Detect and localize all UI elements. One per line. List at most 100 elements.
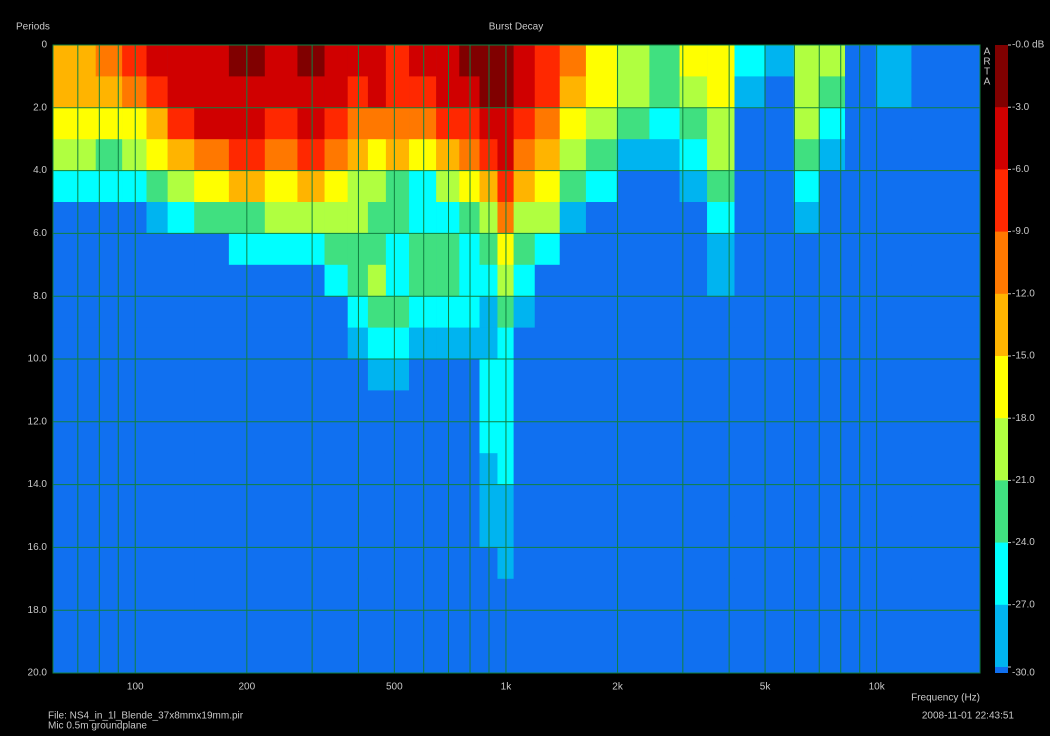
heat-cell xyxy=(617,76,650,108)
colorbar-label: -0.0 dB xyxy=(1012,40,1045,51)
colorbar-band xyxy=(995,232,1008,295)
heat-cell xyxy=(560,139,586,171)
heat-cell xyxy=(146,202,167,234)
heat-cell xyxy=(911,296,980,328)
heat-cell xyxy=(586,453,617,485)
y-tick-label: 14.0 xyxy=(28,479,48,490)
heat-cell xyxy=(194,265,229,297)
y-tick-label: 20.0 xyxy=(28,668,48,679)
heat-cell xyxy=(386,516,409,548)
heat-cell xyxy=(586,139,617,171)
heat-cell xyxy=(325,547,348,579)
heat-cell xyxy=(386,359,409,391)
heat-cell xyxy=(819,45,845,77)
heat-cell xyxy=(368,547,386,579)
heat-cell xyxy=(680,76,708,108)
heat-cell xyxy=(409,453,436,485)
heat-cell xyxy=(386,139,409,171)
heat-cell xyxy=(876,422,912,454)
heat-cell xyxy=(911,202,980,234)
heat-cell xyxy=(586,171,617,203)
heat-cell xyxy=(794,359,819,391)
heat-cell xyxy=(325,453,348,485)
heat-cell xyxy=(794,422,819,454)
heat-cell xyxy=(819,265,845,297)
heat-cell xyxy=(265,202,298,234)
heat-cell xyxy=(436,547,459,579)
heat-cell xyxy=(325,233,348,265)
heat-cell xyxy=(535,265,560,297)
heat-cell xyxy=(794,108,819,140)
heat-cell xyxy=(514,171,535,203)
heat-cell xyxy=(876,233,912,265)
heat-cell xyxy=(560,579,586,611)
heat-cell xyxy=(734,139,764,171)
heat-cell xyxy=(297,202,324,234)
heat-cell xyxy=(649,171,679,203)
heat-cell xyxy=(764,265,794,297)
heat-cell xyxy=(734,233,764,265)
heat-cell xyxy=(535,45,560,77)
heat-cell xyxy=(764,547,794,579)
heat-cell xyxy=(734,76,764,108)
heat-cell xyxy=(560,108,586,140)
heat-cell xyxy=(386,202,409,234)
heat-cell xyxy=(122,328,147,360)
heat-cell xyxy=(617,202,650,234)
heat-cell xyxy=(436,328,459,360)
y-tick-label: 16.0 xyxy=(28,542,48,553)
heat-cell xyxy=(70,296,96,328)
heat-cell xyxy=(53,171,71,203)
heat-cell xyxy=(70,76,96,108)
heat-cell xyxy=(409,579,436,611)
heat-cell xyxy=(707,233,735,265)
heat-cell xyxy=(586,359,617,391)
y-tick-label: 8.0 xyxy=(33,291,47,302)
heat-cell xyxy=(53,579,71,611)
heat-cell xyxy=(325,328,348,360)
colorbar-floor xyxy=(995,667,1008,673)
heat-cell xyxy=(680,171,708,203)
heat-cell xyxy=(819,485,845,517)
heat-cell xyxy=(586,516,617,548)
heat-cell xyxy=(386,108,409,140)
heat-cell xyxy=(734,265,764,297)
heat-cell xyxy=(876,547,912,579)
heat-cell xyxy=(168,76,195,108)
heat-cell xyxy=(386,45,409,77)
heat-cell xyxy=(535,453,560,485)
heat-cell xyxy=(265,265,298,297)
heat-cell xyxy=(586,390,617,422)
heat-cell xyxy=(436,108,459,140)
heat-cell xyxy=(386,422,409,454)
heat-cell xyxy=(70,485,96,517)
heat-cell xyxy=(764,453,794,485)
heat-cell xyxy=(680,359,708,391)
heat-cell xyxy=(265,296,298,328)
heat-cell xyxy=(53,45,71,77)
heat-cell xyxy=(707,422,735,454)
heat-cell xyxy=(535,485,560,517)
heat-cell xyxy=(560,547,586,579)
footer-mic: Mic 0.5m groundplane xyxy=(48,721,147,731)
heat-cell xyxy=(586,296,617,328)
heat-cell xyxy=(794,485,819,517)
heat-cell xyxy=(560,516,586,548)
heat-cell xyxy=(194,108,229,140)
chart-title: Burst Decay xyxy=(489,22,543,33)
colorbar-label: -15.0 xyxy=(1012,351,1035,362)
heat-cell xyxy=(911,108,980,140)
heat-cell xyxy=(368,139,386,171)
heat-cell xyxy=(297,485,324,517)
heat-cell xyxy=(325,359,348,391)
y-tick-label: 10.0 xyxy=(28,354,48,365)
heat-cell xyxy=(70,139,96,171)
heat-cell xyxy=(53,233,71,265)
heat-cell xyxy=(53,296,71,328)
colorbar-label: -9.0 xyxy=(1012,226,1030,237)
heat-cell xyxy=(764,139,794,171)
heat-cell xyxy=(617,233,650,265)
heat-cell xyxy=(794,579,819,611)
heat-cell xyxy=(168,579,195,611)
heat-cell xyxy=(794,328,819,360)
